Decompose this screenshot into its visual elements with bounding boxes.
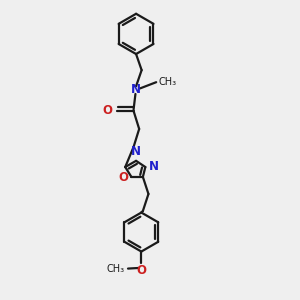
Text: N: N [131,83,141,96]
Text: O: O [118,171,128,184]
Text: CH₃: CH₃ [107,264,125,274]
Text: O: O [136,264,146,277]
Text: N: N [148,160,158,173]
Text: CH₃: CH₃ [159,76,177,87]
Text: N: N [130,146,140,158]
Text: O: O [103,104,113,118]
